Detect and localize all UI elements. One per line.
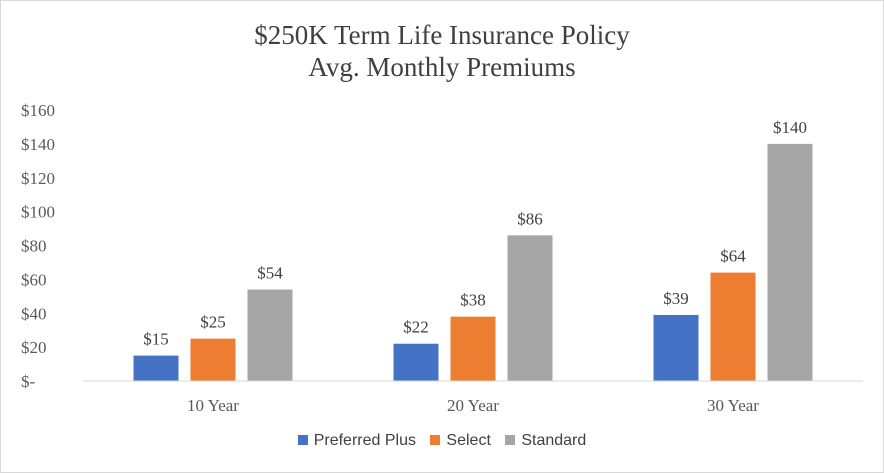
data-label-standard-20-year: $86 (517, 209, 543, 228)
legend-swatch-preferred-plus (297, 435, 308, 445)
bar-standard-30-year (767, 143, 813, 381)
legend-item-standard: Standard (505, 432, 586, 450)
x-category-label: 20 Year (447, 396, 499, 415)
bar-preferred-plus-20-year (393, 343, 439, 381)
y-tick-label: $120 (21, 169, 55, 188)
x-category-label: 30 Year (707, 396, 759, 415)
legend-item-select: Select (430, 432, 491, 450)
chart-title-line-2: Avg. Monthly Premiums (308, 52, 576, 82)
y-tick-label: $80 (21, 237, 47, 256)
legend-label-preferred-plus: Preferred Plus (313, 432, 416, 449)
legend-label-standard: Standard (521, 432, 587, 449)
chart-title: $250K Term Life Insurance Policy Avg. Mo… (1, 19, 883, 83)
data-label-preferred-plus-30-year: $39 (663, 289, 689, 308)
y-axis-ticks: $- $20 $40 $60 $80 $100 $120 $140 $160 (21, 101, 55, 391)
bar-preferred-plus-10-year (133, 355, 179, 381)
bars (133, 143, 813, 381)
data-label-select-10-year: $25 (200, 313, 226, 332)
legend-label-select: Select (446, 432, 491, 449)
bar-preferred-plus-30-year (653, 314, 699, 381)
y-tick-label: $40 (21, 304, 47, 323)
y-tick-label: $160 (21, 101, 55, 120)
chart-title-line-1: $250K Term Life Insurance Policy (254, 20, 630, 50)
y-tick-label: $100 (21, 203, 55, 222)
y-tick-label: $140 (21, 135, 55, 154)
x-category-label: 10 Year (187, 396, 239, 415)
value-labels: $15 $25 $54 $22 $38 $86 $39 $64 $140 (143, 118, 807, 349)
legend-item-preferred-plus: Preferred Plus (297, 432, 416, 450)
data-label-select-30-year: $64 (720, 247, 746, 266)
y-tick-label: $20 (21, 338, 47, 357)
bar-standard-20-year (507, 235, 553, 381)
bar-select-10-year (190, 338, 236, 381)
y-tick-label: $- (21, 372, 36, 391)
data-label-standard-10-year: $54 (257, 264, 283, 283)
legend-swatch-select (430, 435, 441, 445)
legend-swatch-standard (505, 435, 516, 445)
bar-standard-10-year (247, 289, 293, 381)
category-labels: 10 Year 20 Year 30 Year (187, 396, 759, 415)
y-tick-label: $60 (21, 270, 47, 289)
bar-select-20-year (450, 316, 496, 381)
data-label-standard-30-year: $140 (773, 118, 807, 137)
data-label-preferred-plus-10-year: $15 (143, 330, 169, 349)
data-label-preferred-plus-20-year: $22 (403, 318, 429, 337)
bar-select-30-year (710, 272, 756, 381)
legend: Preferred Plus Select Standard (1, 432, 883, 450)
data-label-select-20-year: $38 (460, 291, 486, 310)
